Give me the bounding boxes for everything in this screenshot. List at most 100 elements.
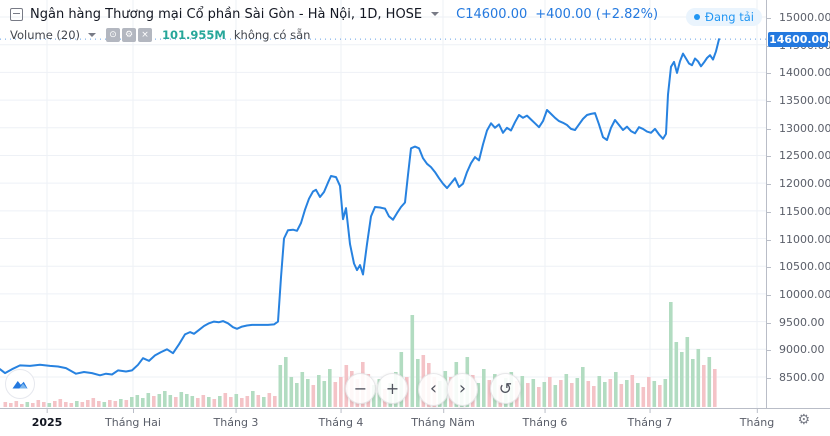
volume-bar [553, 385, 558, 407]
reset-view-button[interactable]: ↺ [490, 373, 521, 404]
volume-bar [42, 402, 46, 407]
volume-bar [58, 399, 63, 407]
volume-bar [262, 397, 266, 407]
price-axis-label: 10500.00 [767, 260, 830, 274]
price-axis-label: 13500.00 [767, 94, 830, 108]
price-axis-label: 12500.00 [767, 149, 830, 163]
price-chart[interactable] [0, 0, 766, 408]
volume-bar [234, 394, 239, 407]
price-line-series [0, 38, 720, 377]
time-axis-label: Tháng 3 [213, 409, 259, 429]
zoom-in-button[interactable]: + [377, 373, 408, 404]
volume-bar [135, 395, 140, 407]
volume-bar [487, 380, 492, 407]
volume-bar [152, 396, 156, 407]
volume-bar [328, 369, 332, 407]
volume-bar [201, 395, 206, 407]
volume-bar [559, 380, 563, 407]
chart-pane[interactable] [0, 0, 766, 408]
time-axis-label: Tháng Năm [411, 409, 475, 429]
eye-icon[interactable]: ⊙ [106, 28, 121, 42]
volume-bar [168, 395, 173, 407]
volume-bar [190, 396, 195, 407]
volume-bar [278, 365, 283, 407]
volume-bar [674, 342, 679, 407]
time-axis-label: Tháng 4 [318, 409, 364, 429]
volume-bar [108, 400, 112, 407]
volume-bar [273, 396, 277, 407]
volume-bar [245, 396, 250, 407]
volume-bar [229, 397, 233, 407]
volume-bar [702, 365, 706, 407]
price-axis-label: 11500.00 [767, 204, 830, 218]
scroll-right-button[interactable]: › [447, 373, 478, 406]
volume-bar [339, 377, 343, 407]
price-axis[interactable]: 15000.0014500.0014000.0013500.0013000.00… [766, 0, 830, 408]
volume-bar [119, 399, 123, 407]
volume-bar [663, 379, 668, 407]
chevron-down-icon[interactable] [88, 33, 97, 37]
volume-bar [141, 398, 145, 407]
loading-dot-icon [694, 14, 701, 20]
volume-bar [586, 381, 591, 407]
volume-bar [647, 377, 651, 407]
volume-bar [707, 357, 712, 407]
collapse-legend-icon[interactable] [10, 7, 23, 21]
zoom-out-button[interactable]: − [345, 373, 376, 404]
volume-bar [597, 376, 602, 407]
close-icon[interactable]: × [138, 28, 153, 42]
volume-bar [251, 391, 255, 407]
price-axis-label: 15000.00 [767, 11, 830, 24]
legend: Ngân hàng Thương mại Cổ phần Sài Gòn - H… [10, 5, 658, 44]
volume-bar [196, 398, 200, 407]
close-price: C14600.00 [456, 6, 528, 22]
time-axis-label: Tháng Hai [105, 409, 161, 429]
volume-bar [531, 379, 536, 407]
scroll-left-button[interactable]: ‹ [418, 373, 449, 406]
loading-label: Đang tải [705, 10, 754, 24]
time-axis-label: Tháng 7 [627, 409, 673, 429]
indicator-value: 101.955M [162, 28, 226, 42]
volume-bar [614, 372, 618, 407]
settings-icon[interactable]: ⚙ [122, 28, 137, 42]
price-axis-label: 9500.00 [767, 315, 825, 329]
price-axis-label: 11000.00 [767, 232, 830, 246]
volume-bar [537, 387, 541, 407]
volume-bar [207, 397, 211, 407]
indicator-note: không có sẵn [233, 28, 311, 42]
volume-bar [80, 402, 85, 407]
volume-bar [641, 387, 646, 407]
volume-bar [322, 381, 327, 407]
volume-bar [218, 396, 222, 407]
gear-icon[interactable]: ⚙ [797, 412, 810, 428]
volume-bar [652, 381, 657, 407]
volume-bar [174, 397, 178, 407]
chevron-down-icon[interactable] [431, 12, 440, 16]
volume-bar [124, 400, 129, 407]
volume-bar [212, 399, 217, 407]
price-axis-label: 13000.00 [767, 121, 830, 135]
volume-bar [603, 382, 607, 407]
volume-bar [581, 367, 585, 407]
volume-bar [163, 391, 167, 407]
volume-bar [179, 392, 184, 407]
volume-bar [20, 404, 24, 407]
indicator-label[interactable]: Volume (20) [10, 28, 81, 42]
volume-bar [14, 401, 19, 407]
volume-bar [636, 383, 640, 407]
volume-bar [102, 402, 107, 407]
volume-bar [306, 379, 310, 407]
price-axis-label: 10000.00 [767, 287, 830, 301]
volume-bar [564, 374, 569, 407]
volume-bar [146, 393, 151, 407]
volume-bar [3, 402, 8, 407]
time-axis[interactable]: 2025 Tháng Hai Tháng 3 Tháng 4 Tháng Năm Thán… [0, 408, 830, 436]
symbol-title[interactable]: Ngân hàng Thương mại Cổ phần Sài Gòn - H… [30, 6, 423, 22]
volume-bar [526, 383, 530, 407]
volume-bar [31, 403, 35, 407]
volume-bar [240, 398, 244, 407]
volume-bar [713, 369, 717, 407]
volume-bar [410, 315, 415, 407]
volume-bar [520, 376, 525, 407]
